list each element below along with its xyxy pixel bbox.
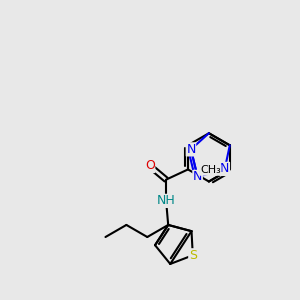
Text: N: N	[220, 162, 230, 176]
Text: O: O	[145, 160, 155, 172]
Text: N: N	[186, 143, 196, 156]
Text: N: N	[193, 170, 202, 183]
Text: S: S	[189, 249, 197, 262]
Text: CH₃: CH₃	[200, 165, 221, 175]
Text: NH: NH	[157, 194, 175, 207]
